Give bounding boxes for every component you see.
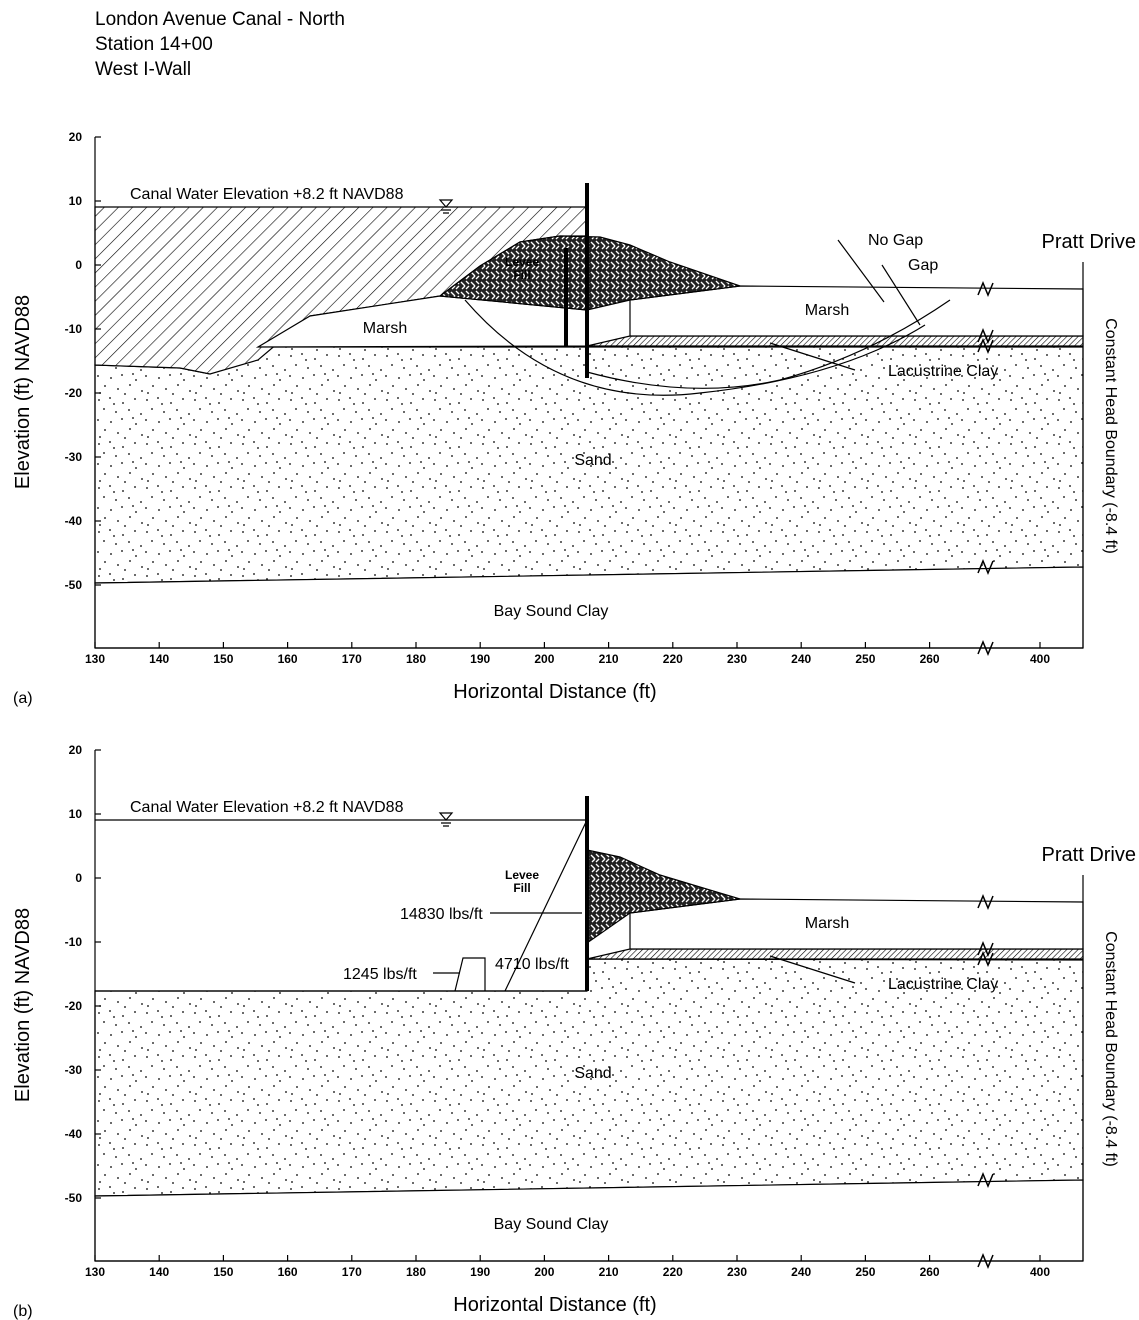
y-tick-label: -40 bbox=[65, 1127, 83, 1141]
y-tick-label: -20 bbox=[65, 386, 83, 400]
x-tick-label: 200 bbox=[534, 1265, 554, 1279]
annotation: Fill bbox=[513, 268, 530, 282]
pressure-box bbox=[455, 958, 485, 991]
annotation: Levee bbox=[505, 868, 539, 882]
annotation: Pratt Drive bbox=[1042, 231, 1136, 253]
y-tick-label: 0 bbox=[75, 258, 82, 272]
x-tick-label: 150 bbox=[213, 1265, 233, 1279]
x-tick-label: 150 bbox=[213, 652, 233, 666]
x-tick-label: 160 bbox=[278, 1265, 298, 1279]
panel: Marsh No Gap Gap Canal Water Elevation +8.2… bbox=[12, 130, 1136, 707]
title-line: Station 14+00 bbox=[95, 34, 213, 55]
y-tick-label: -50 bbox=[65, 578, 83, 592]
annotation: Constant Head Boundary (-8.4 ft) bbox=[1102, 318, 1119, 554]
annotation: Bay Sound Clay bbox=[494, 603, 609, 620]
y-tick-label: -40 bbox=[65, 514, 83, 528]
x-tick-label: 250 bbox=[855, 652, 875, 666]
title-line: London Avenue Canal - North bbox=[95, 9, 345, 30]
x-tick-label: 180 bbox=[406, 1265, 426, 1279]
y-tick-label: 10 bbox=[69, 194, 83, 208]
annotation: Marsh bbox=[805, 915, 849, 932]
x-tick-label: 140 bbox=[149, 652, 169, 666]
y-tick-label: -30 bbox=[65, 450, 83, 464]
lacustrine-clay bbox=[587, 336, 1083, 346]
x-tick-label: 230 bbox=[727, 1265, 747, 1279]
y-tick-label: -10 bbox=[65, 935, 83, 949]
lacustrine-clay bbox=[587, 949, 1083, 959]
figure: London Avenue Canal - North Station 14+0… bbox=[0, 0, 1139, 1320]
annotation: Marsh bbox=[363, 320, 407, 337]
y-tick-label: -10 bbox=[65, 322, 83, 336]
x-tick-label: 210 bbox=[599, 1265, 619, 1279]
y-tick-label: -50 bbox=[65, 1191, 83, 1205]
annotation: Sand bbox=[574, 452, 611, 469]
title-line: West I-Wall bbox=[95, 59, 191, 80]
panel: 14830 lbs/ft 4710 lbs/ft 1245 lbs/ft Canal … bbox=[12, 743, 1136, 1320]
annotation: (b) bbox=[13, 1303, 33, 1320]
annotation: Constant Head Boundary (-8.4 ft) bbox=[1102, 931, 1119, 1167]
x-tick-label: 240 bbox=[791, 652, 811, 666]
annotation: Horizontal Distance (ft) bbox=[453, 1294, 656, 1316]
annotation: Elevation (ft) NAVD88 bbox=[12, 295, 34, 489]
x-tick-label: 220 bbox=[663, 1265, 683, 1279]
marsh-layer bbox=[630, 286, 1083, 336]
x-tick-label: 170 bbox=[342, 652, 362, 666]
x-tick-label: 260 bbox=[920, 652, 940, 666]
annotation: (a) bbox=[13, 690, 33, 707]
x-tick-label: 130 bbox=[85, 1265, 105, 1279]
annotation: 14830 lbs/ft bbox=[400, 906, 483, 923]
y-tick-label: 20 bbox=[69, 130, 83, 144]
annotation: Bay Sound Clay bbox=[494, 1216, 609, 1233]
annotation: Pratt Drive bbox=[1042, 844, 1136, 866]
marsh-layer bbox=[630, 899, 1083, 949]
annotation: 4710 lbs/ft bbox=[495, 956, 569, 973]
page: London Avenue Canal - North Station 14+0… bbox=[0, 0, 1139, 1320]
annotation: Fill bbox=[513, 881, 530, 895]
x-tick-label: 200 bbox=[534, 652, 554, 666]
annotation: Lacustrine Clay bbox=[888, 363, 998, 380]
x-tick-label: 190 bbox=[470, 652, 490, 666]
x-tick-label: 170 bbox=[342, 1265, 362, 1279]
y-tick-label: -30 bbox=[65, 1063, 83, 1077]
annotation: No Gap bbox=[868, 232, 923, 249]
x-tick-label: 250 bbox=[855, 1265, 875, 1279]
y-tick-label: -20 bbox=[65, 999, 83, 1013]
x-tick-label: 240 bbox=[791, 1265, 811, 1279]
x-tick-label: 180 bbox=[406, 652, 426, 666]
x-tick-label: 260 bbox=[920, 1265, 940, 1279]
y-tick-label: 0 bbox=[75, 871, 82, 885]
x-tick-label: 130 bbox=[85, 652, 105, 666]
y-tick-label: 10 bbox=[69, 807, 83, 821]
annotation: 1245 lbs/ft bbox=[343, 966, 417, 983]
annotation: Gap bbox=[908, 257, 938, 274]
annotation: Marsh bbox=[805, 302, 849, 319]
x-tick-label: 400 bbox=[1030, 652, 1050, 666]
annotation: Levee bbox=[505, 255, 539, 269]
x-tick-label: 210 bbox=[599, 652, 619, 666]
annotation: Lacustrine Clay bbox=[888, 976, 998, 993]
x-tick-label: 160 bbox=[278, 652, 298, 666]
x-tick-label: 400 bbox=[1030, 1265, 1050, 1279]
x-tick-label: 140 bbox=[149, 1265, 169, 1279]
annotation: Sand bbox=[574, 1065, 611, 1082]
annotation: Elevation (ft) NAVD88 bbox=[12, 908, 34, 1102]
x-tick-label: 220 bbox=[663, 652, 683, 666]
annotation: Horizontal Distance (ft) bbox=[453, 681, 656, 703]
y-tick-label: 20 bbox=[69, 743, 83, 757]
x-tick-label: 230 bbox=[727, 652, 747, 666]
annotation: Canal Water Elevation +8.2 ft NAVD88 bbox=[130, 799, 404, 816]
x-tick-label: 190 bbox=[470, 1265, 490, 1279]
annotation: Canal Water Elevation +8.2 ft NAVD88 bbox=[130, 186, 404, 203]
